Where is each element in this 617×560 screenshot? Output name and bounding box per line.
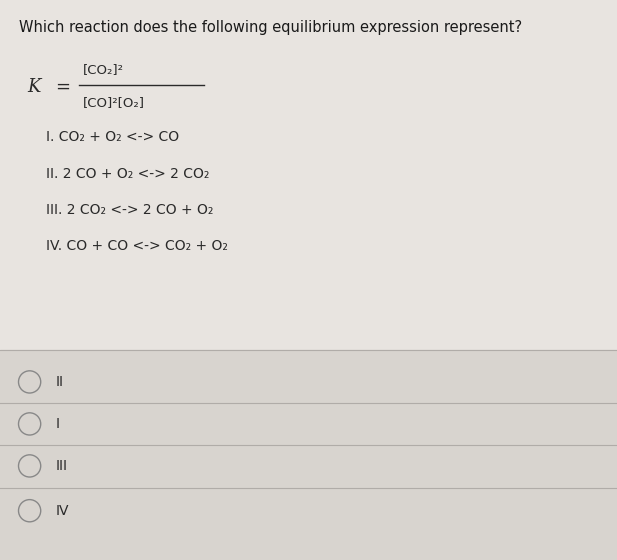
Text: =: = — [56, 78, 70, 96]
Text: II. 2 CO + O₂ <-> 2 CO₂: II. 2 CO + O₂ <-> 2 CO₂ — [46, 167, 210, 180]
Text: III. 2 CO₂ <-> 2 CO + O₂: III. 2 CO₂ <-> 2 CO + O₂ — [46, 203, 213, 217]
Text: K: K — [28, 78, 41, 96]
Text: IV. CO + CO <-> CO₂ + O₂: IV. CO + CO <-> CO₂ + O₂ — [46, 240, 228, 253]
Text: I. CO₂ + O₂ <-> CO: I. CO₂ + O₂ <-> CO — [46, 130, 180, 144]
Bar — [0, 350, 617, 560]
Text: Which reaction does the following equilibrium expression represent?: Which reaction does the following equili… — [19, 20, 521, 35]
Text: [CO₂]²: [CO₂]² — [83, 63, 124, 76]
Text: II: II — [56, 375, 64, 389]
Text: IV: IV — [56, 504, 69, 517]
Text: III: III — [56, 459, 67, 473]
Text: I: I — [56, 417, 59, 431]
Text: [CO]²[O₂]: [CO]²[O₂] — [83, 96, 145, 109]
